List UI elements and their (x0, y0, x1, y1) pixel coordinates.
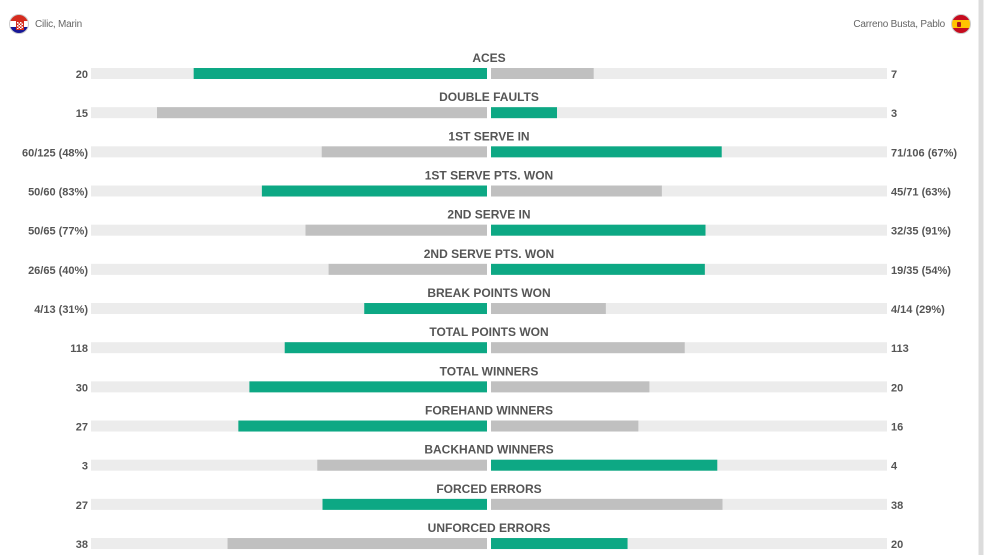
bar-right (491, 381, 650, 393)
stat-label: 1ST SERVE IN (448, 129, 529, 143)
bar-left (227, 538, 487, 550)
value-left: 15 (76, 108, 88, 120)
value-right: 7 (891, 69, 897, 81)
bar-right (491, 107, 557, 119)
bar-right (491, 224, 706, 236)
value-left: 4/13 (31%) (34, 304, 88, 316)
value-left: 26/65 (40%) (28, 265, 88, 277)
stat-label: FORCED ERRORS (436, 482, 541, 496)
scrollbar-thumb[interactable] (979, 0, 983, 555)
bar-left (328, 263, 487, 275)
value-right: 71/106 (67%) (891, 147, 957, 159)
stat-label: FOREHAND WINNERS (425, 404, 553, 418)
value-right: 45/71 (63%) (891, 187, 951, 199)
stat-label: ACES (472, 51, 505, 65)
bar-track-left (91, 224, 487, 236)
bar-left (317, 459, 487, 471)
bar-left (305, 224, 487, 236)
bar-track-left (91, 146, 487, 158)
value-left: 50/60 (83%) (28, 187, 88, 199)
bar-right (491, 420, 639, 432)
bar-right (491, 146, 722, 158)
stat-label: DOUBLE FAULTS (439, 90, 539, 104)
stat-label: TOTAL POINTS WON (429, 325, 548, 339)
bar-track-right (491, 107, 887, 119)
bar-right (491, 68, 594, 79)
stat-label: BACKHAND WINNERS (424, 443, 553, 457)
scrollbar[interactable] (978, 0, 984, 555)
value-right: 16 (891, 422, 903, 434)
player-left: Cilic, Marin (9, 14, 82, 34)
bar-track-right (491, 68, 887, 79)
value-right: 113 (891, 343, 909, 355)
bar-right (491, 185, 662, 197)
bar-track-right (491, 303, 887, 315)
bar-track-left (91, 459, 487, 471)
bar-right (491, 303, 606, 315)
bar-left (284, 342, 487, 354)
bar-left (364, 303, 487, 315)
value-right: 3 (891, 108, 897, 120)
bar-right (491, 498, 723, 510)
stat-label: 2ND SERVE PTS. WON (424, 247, 554, 261)
stat-label: UNFORCED ERRORS (428, 521, 551, 535)
bar-track-left (91, 498, 487, 510)
value-right: 20 (891, 382, 903, 394)
bar-track-left (91, 303, 487, 315)
bar-track-right (491, 538, 887, 550)
value-left: 30 (76, 382, 88, 394)
spain-flag-icon (951, 14, 971, 34)
stat-label: 1ST SERVE PTS. WON (425, 169, 553, 183)
value-left: 50/65 (77%) (28, 226, 88, 238)
value-right: 19/35 (54%) (891, 265, 951, 277)
value-left: 27 (76, 422, 88, 434)
bar-left (322, 498, 487, 510)
bar-left (321, 146, 487, 158)
croatia-flag-icon (9, 14, 29, 34)
bar-left (249, 381, 487, 393)
value-right: 4/14 (29%) (891, 304, 945, 316)
stat-label: TOTAL WINNERS (440, 364, 539, 378)
value-right: 4 (891, 461, 898, 473)
value-right: 20 (891, 539, 903, 551)
value-left: 27 (76, 500, 88, 512)
bar-right (491, 538, 628, 550)
bar-left (193, 68, 487, 79)
player-right-name: Carreno Busta, Pablo (853, 18, 945, 30)
player-right: Carreno Busta, Pablo (853, 14, 971, 34)
bar-left (261, 185, 487, 197)
bar-track-left (91, 263, 487, 275)
bar-right (491, 263, 705, 275)
value-right: 32/35 (91%) (891, 226, 951, 238)
player-left-name: Cilic, Marin (35, 18, 83, 30)
bar-right (491, 342, 685, 354)
bar-left (157, 107, 487, 119)
value-left: 60/125 (48%) (22, 147, 88, 159)
bar-right (491, 459, 718, 471)
stat-label: BREAK POINTS WON (427, 286, 550, 300)
value-left: 118 (70, 343, 88, 355)
value-left: 38 (76, 539, 88, 551)
bar-track-right (491, 342, 887, 354)
value-right: 38 (891, 500, 903, 512)
bar-track-right (491, 420, 887, 432)
stat-label: 2ND SERVE IN (447, 208, 530, 222)
bar-left (238, 420, 487, 432)
bar-track-right (491, 381, 887, 393)
bar-track-right (491, 185, 887, 197)
value-left: 20 (76, 69, 88, 81)
value-left: 3 (82, 461, 88, 473)
